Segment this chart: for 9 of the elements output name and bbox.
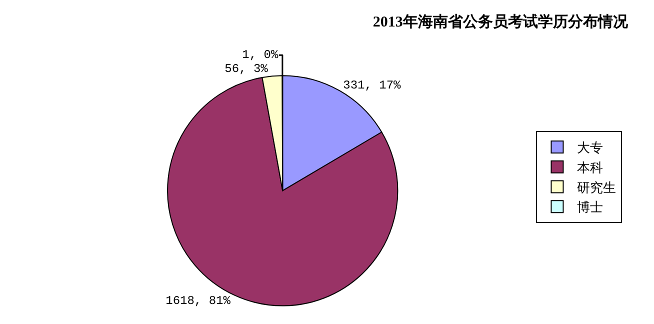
legend-label: 本科	[577, 160, 604, 176]
legend-label: 博士	[577, 200, 604, 216]
chart-title: 2013年海南省公务员考试学历分布情况	[372, 14, 629, 31]
data-label: 1, 0%	[242, 48, 279, 62]
data-label: 56, 3%	[224, 62, 269, 76]
legend-label: 大专	[577, 141, 604, 156]
data-label: 331, 17%	[343, 78, 402, 92]
data-label: 1618, 81%	[166, 294, 232, 308]
legend-label: 研究生	[577, 180, 616, 196]
